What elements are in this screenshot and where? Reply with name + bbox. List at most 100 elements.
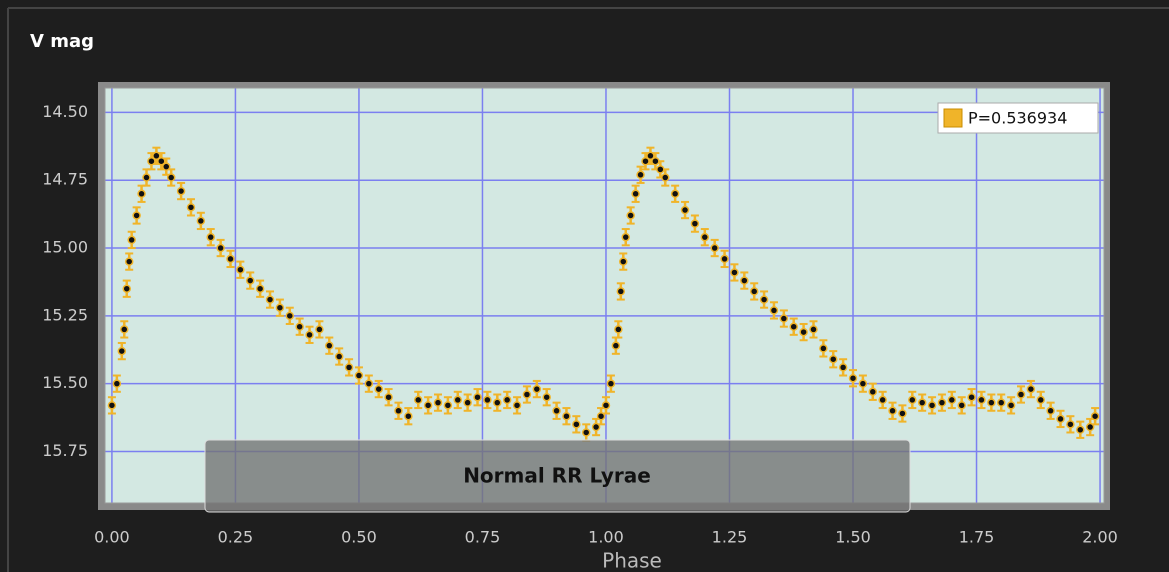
- data-point: [616, 287, 626, 296]
- x-axis-label: Phase: [602, 549, 662, 572]
- data-point: [646, 151, 655, 161]
- data-point: [334, 352, 344, 361]
- data-point: [700, 232, 710, 242]
- x-tick-label: 0.00: [94, 528, 130, 547]
- data-point: [740, 276, 749, 285]
- data-point: [572, 420, 581, 429]
- data-point: [636, 170, 645, 180]
- data-point: [1066, 420, 1075, 429]
- data-point: [1085, 422, 1095, 432]
- data-point: [927, 401, 937, 410]
- data-point: [542, 392, 551, 402]
- legend-box: [937, 102, 1099, 134]
- data-point: [142, 173, 151, 182]
- data-point: [661, 173, 670, 182]
- data-point: [581, 428, 591, 437]
- data-point: [819, 344, 828, 353]
- x-tick-label: 1.75: [959, 528, 995, 547]
- data-point: [749, 287, 759, 296]
- data-point: [957, 401, 966, 410]
- data-point: [1046, 406, 1055, 416]
- data-point: [522, 390, 532, 399]
- data-point: [829, 354, 838, 364]
- data-point: [483, 395, 492, 405]
- data-point: [196, 216, 206, 226]
- data-point: [117, 346, 127, 356]
- data-point: [611, 341, 621, 350]
- data-point: [591, 422, 601, 432]
- data-point: [730, 268, 739, 277]
- x-tick-label: 0.50: [341, 528, 377, 547]
- data-point: [1036, 395, 1046, 405]
- data-point: [423, 401, 433, 410]
- data-point: [216, 243, 225, 253]
- data-point: [127, 235, 136, 245]
- data-point: [1026, 384, 1036, 394]
- y-tick-label: 15.50: [42, 373, 88, 392]
- data-point: [1016, 390, 1026, 399]
- data-point: [453, 395, 463, 405]
- data-point: [502, 395, 512, 405]
- data-point: [413, 395, 423, 405]
- data-point: [601, 401, 611, 410]
- data-point: [285, 311, 295, 321]
- data-point: [137, 189, 146, 199]
- data-point: [621, 232, 630, 242]
- data-point: [878, 395, 887, 405]
- data-point: [295, 322, 304, 331]
- data-point: [473, 392, 482, 402]
- data-point: [967, 392, 976, 402]
- data-point: [124, 257, 134, 266]
- data-point: [631, 189, 640, 199]
- data-point: [987, 398, 996, 407]
- data-point: [186, 203, 196, 212]
- data-point: [344, 363, 354, 372]
- data-point: [710, 243, 719, 253]
- data-point: [888, 406, 897, 416]
- data-point: [626, 211, 635, 220]
- data-point: [651, 156, 660, 166]
- data-point: [641, 156, 650, 166]
- data-point: [463, 398, 472, 407]
- data-point: [443, 401, 453, 410]
- annotation-box: [204, 439, 911, 513]
- data-point: [562, 411, 571, 421]
- data-point: [868, 387, 878, 397]
- x-tick-label: 1.25: [712, 528, 748, 547]
- data-point: [1076, 425, 1085, 435]
- data-point: [769, 306, 779, 315]
- data-point: [493, 398, 502, 407]
- data-point: [779, 314, 789, 323]
- x-tick-label: 1.00: [588, 528, 624, 547]
- legend-label: P=0.536934: [968, 109, 1067, 128]
- data-point: [532, 384, 542, 394]
- x-tick-label: 2.00: [1082, 528, 1118, 547]
- data-point: [374, 384, 383, 394]
- data-point: [315, 325, 324, 334]
- data-point: [789, 322, 798, 331]
- data-point: [809, 325, 818, 334]
- data-point: [908, 395, 917, 405]
- data-point: [720, 254, 729, 264]
- data-point: [112, 379, 122, 388]
- data-point: [364, 379, 374, 388]
- data-point: [404, 411, 413, 421]
- data-point: [152, 151, 161, 161]
- data-point: [838, 363, 848, 372]
- plot-area: [105, 88, 1104, 503]
- data-point: [394, 406, 403, 416]
- chart-title: V mag: [30, 31, 94, 52]
- y-tick-label: 14.75: [42, 170, 88, 189]
- data-point: [107, 401, 117, 410]
- x-tick-label: 1.50: [835, 528, 871, 547]
- x-tick-label: 0.25: [218, 528, 254, 547]
- data-point: [614, 325, 623, 334]
- data-point: [206, 232, 215, 242]
- data-point: [996, 398, 1006, 407]
- data-point: [898, 409, 907, 418]
- data-point: [1056, 414, 1065, 424]
- annotation: Normal RR Lyrae: [463, 464, 651, 488]
- data-point: [275, 303, 285, 312]
- data-point: [512, 401, 522, 410]
